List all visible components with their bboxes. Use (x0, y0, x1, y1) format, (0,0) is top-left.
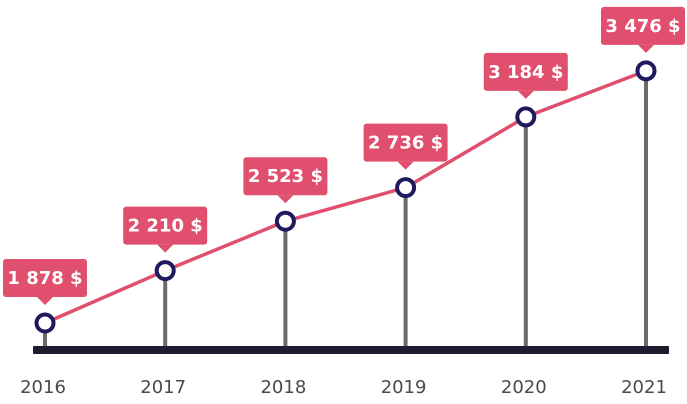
point-marker-2019 (395, 177, 417, 199)
callout-pointer-2019 (397, 161, 414, 170)
data-label-2017: 2 210 $ (128, 216, 203, 237)
point-marker-2017 (154, 260, 176, 282)
data-label-2021: 3 476 $ (605, 16, 680, 37)
data-label-2020: 3 184 $ (488, 62, 563, 83)
callout-pointer-2018 (277, 195, 294, 204)
data-label-2016: 1 878 $ (7, 268, 82, 289)
x-tick-label-2019: 2019 (381, 377, 427, 398)
point-marker-2018 (274, 210, 296, 232)
point-marker-2016 (34, 312, 56, 334)
x-axis-baseline (33, 346, 669, 354)
callout-2019: 2 736 $ (363, 123, 448, 170)
callout-box-2019 (363, 123, 448, 162)
x-tick-label-2020: 2020 (501, 377, 547, 398)
callout-box-2016 (3, 259, 87, 297)
callout-2018: 2 523 $ (243, 157, 328, 204)
x-tick-label-2021: 2021 (621, 377, 667, 398)
callout-2021: 3 476 $ (601, 6, 685, 53)
callout-2017: 2 210 $ (123, 206, 208, 253)
callout-pointer-2021 (638, 44, 654, 53)
callout-box-2021 (601, 6, 685, 45)
data-label-2019: 2 736 $ (368, 133, 443, 154)
callout-pointer-2016 (37, 297, 53, 305)
series-line (43, 69, 648, 325)
data-label-2018: 2 523 $ (248, 166, 323, 187)
point-marker-2020 (515, 106, 537, 128)
callout-pointer-2020 (517, 90, 534, 99)
callout-2020: 3 184 $ (483, 52, 568, 99)
callout-box-2018 (243, 157, 328, 196)
callouts-layer: 1 878 $ 2 210 $ 2 523 $ 2 736 $ 3 184 $ 3 476… (3, 6, 685, 305)
x-tick-label-2016: 2016 (20, 377, 66, 398)
callout-pointer-2017 (157, 244, 174, 253)
point-marker-2021 (635, 60, 657, 82)
stems-layer (43, 70, 648, 346)
callout-2016: 1 878 $ (3, 259, 87, 305)
callout-box-2020 (483, 52, 568, 91)
x-tick-label-2018: 2018 (260, 377, 306, 398)
x-tick-label-2017: 2017 (140, 377, 186, 398)
markers-layer (34, 60, 657, 334)
x-axis-ticks: 2016 2017 2018 2019 2020 2021 (20, 377, 667, 398)
callout-box-2017 (123, 206, 208, 245)
